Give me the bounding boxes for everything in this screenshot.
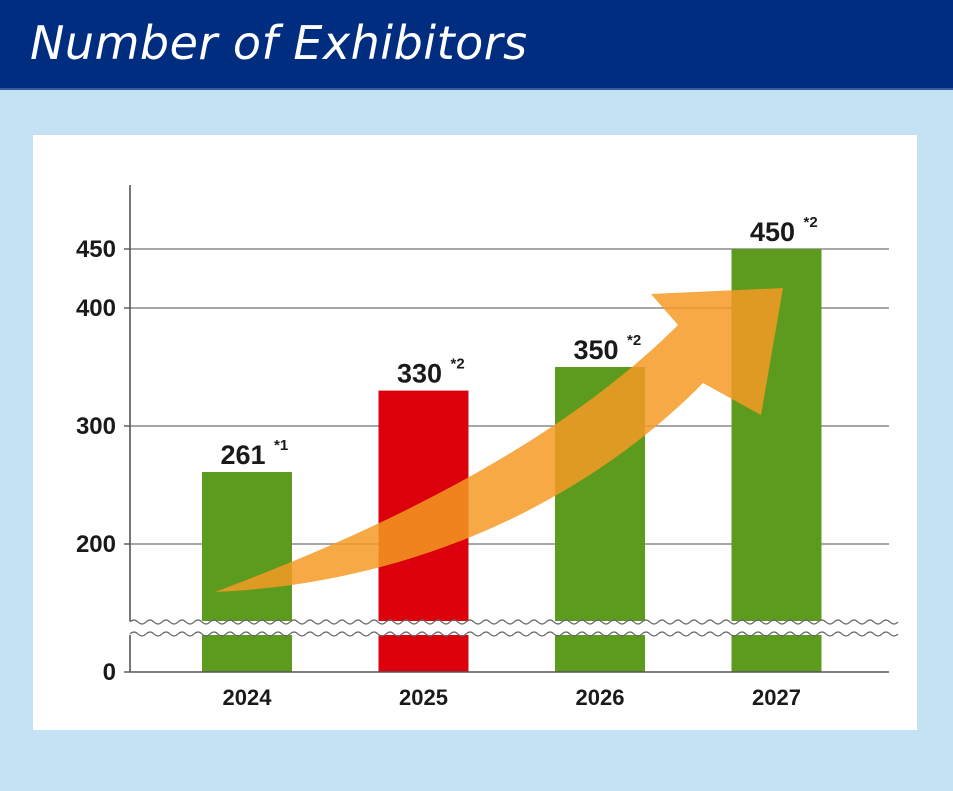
data-label: 350 [573,335,618,365]
data-label-note: *2 [804,214,818,231]
data-label-note: *1 [274,437,288,454]
y-tick-labels: 0 200 300 400 450 [76,236,116,686]
axes [129,185,889,673]
x-tick-label: 2026 [576,685,625,710]
x-tick-label: 2027 [752,685,801,710]
y-tick-label: 300 [76,413,116,440]
y-tick-label: 0 [103,659,116,686]
data-label: 450 [750,217,795,247]
trend-arrow [215,288,783,592]
data-labels: 261 *1 330 *2 350 *2 450 *2 [220,214,817,470]
axis-break-gap [129,621,890,635]
header-bar: Number of Exhibitors [0,0,953,90]
axis-break [129,619,899,637]
axis-break-wave-lower [129,631,899,637]
x-tick-label: 2024 [223,685,273,710]
y-tick-label: 450 [76,236,116,263]
data-label-note: *2 [627,332,641,349]
data-label: 261 [220,440,265,470]
y-tick-label: 200 [76,531,116,558]
data-label: 330 [397,359,442,389]
x-tick-labels: 2024 2025 2026 2027 [223,685,801,710]
chart-panel: 0 200 300 400 450 2024 2025 2026 2027 261 *1 330 *… [33,135,917,730]
bar-chart: 0 200 300 400 450 2024 2025 2026 2027 261 *1 330 *… [76,185,899,710]
axis-break-wave-upper [129,619,899,625]
data-label-note: *2 [451,356,465,373]
page-title: Number of Exhibitors [30,16,528,70]
trend-arrow-shape [215,288,783,592]
x-tick-label: 2025 [399,685,448,710]
y-tick-label: 400 [76,295,116,322]
